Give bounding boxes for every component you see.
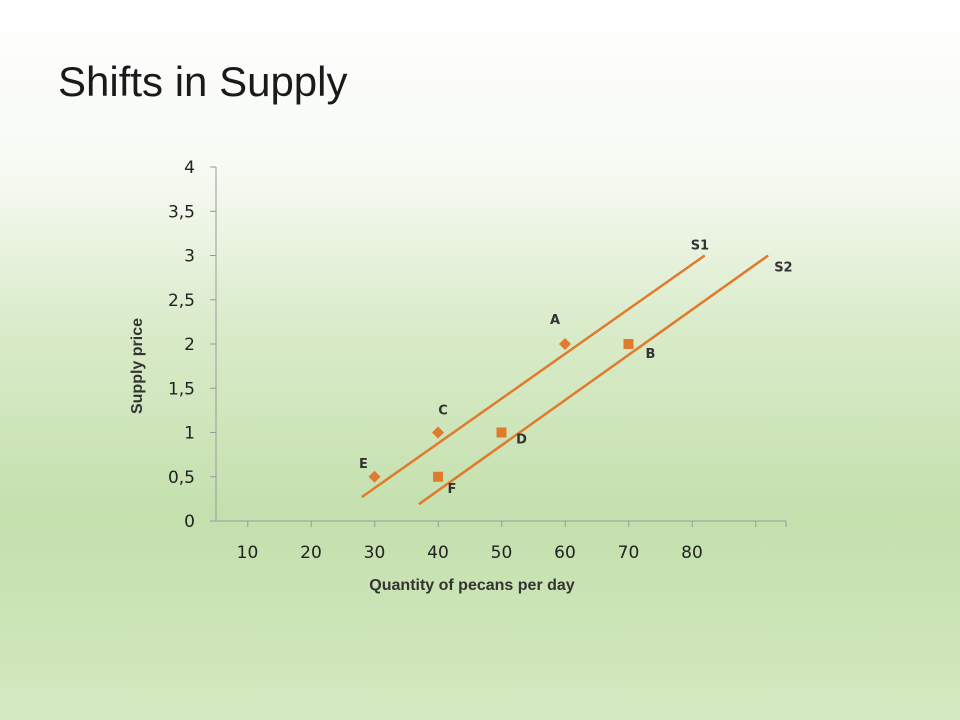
y-tick-label: 4 — [184, 158, 195, 178]
y-tick-label: 0 — [184, 512, 195, 532]
chart-labels: S1 S2 E C A F D B — [359, 239, 793, 497]
x-tick-label: 20 — [300, 543, 322, 563]
x-tick-label: 40 — [427, 543, 449, 563]
supply-line-s2 — [418, 254, 769, 506]
point-label-c: C — [438, 404, 448, 419]
x-axis-title: Quantity of pecans per day — [369, 577, 574, 594]
point-label-a: A — [550, 313, 560, 328]
point-a — [559, 338, 571, 350]
point-label-f: F — [448, 482, 457, 497]
y-tick-label: 0,5 — [168, 468, 195, 488]
point-label-b: B — [646, 347, 656, 362]
point-f — [433, 471, 443, 482]
line-label-s1: S1 — [691, 239, 709, 254]
y-tick-label: 2 — [184, 335, 195, 355]
chart-axes: 0 0,5 1 1,5 2 2,5 3 3,5 4 10 20 30 40 50 60 70 80 — [168, 158, 787, 563]
x-tick-label: 60 — [554, 543, 576, 563]
point-c — [432, 426, 444, 439]
x-tick-label: 30 — [364, 543, 386, 563]
x-tick-label: 10 — [237, 543, 259, 563]
supply-line-s1 — [361, 254, 706, 499]
data-points — [368, 338, 634, 483]
point-b — [623, 339, 634, 349]
y-tick-label: 1 — [184, 424, 195, 444]
y-tick-label: 3 — [184, 247, 195, 267]
line-label-s2: S2 — [774, 261, 792, 276]
supply-lines — [361, 254, 769, 506]
y-tick-label: 2,5 — [168, 291, 195, 311]
point-label-d: D — [516, 433, 527, 448]
slide-title: Shifts in Supply — [58, 58, 348, 105]
y-tick-label: 3,5 — [168, 202, 195, 222]
y-axis-title: Supply price — [129, 318, 146, 414]
point-label-e: E — [359, 457, 368, 472]
x-tick-label: 70 — [618, 543, 640, 563]
y-tick-label: 1,5 — [168, 379, 195, 399]
point-d — [496, 427, 507, 438]
point-e — [368, 470, 381, 483]
x-tick-label: 80 — [681, 543, 703, 563]
x-tick-label: 50 — [491, 543, 513, 563]
